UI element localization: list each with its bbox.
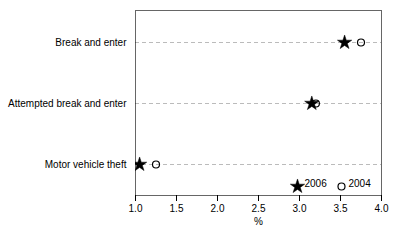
svg-text:3.5: 3.5 <box>334 203 348 214</box>
svg-text:3.0: 3.0 <box>293 203 307 214</box>
svg-text:Attempted break and enter: Attempted break and enter <box>8 98 127 109</box>
svg-text:Motor vehicle theft: Motor vehicle theft <box>45 159 127 170</box>
svg-text:2.5: 2.5 <box>252 203 266 214</box>
svg-text:1.5: 1.5 <box>170 203 184 214</box>
svg-text:4.0: 4.0 <box>375 203 389 214</box>
svg-text:Break and enter: Break and enter <box>55 37 127 48</box>
svg-text:2.0: 2.0 <box>211 203 225 214</box>
svg-text:1.0: 1.0 <box>129 203 143 214</box>
svg-text:2004: 2004 <box>349 178 372 189</box>
svg-text:%: % <box>254 216 263 227</box>
svg-text:2006: 2006 <box>305 178 328 189</box>
